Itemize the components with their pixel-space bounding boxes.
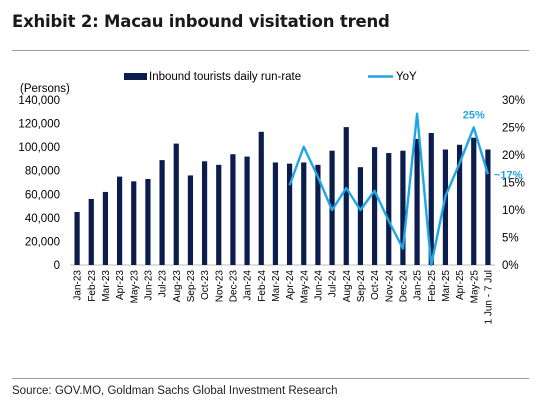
- x-tick-label: Nov-24: [384, 270, 395, 303]
- y-tick-left: 80,000: [25, 166, 60, 178]
- x-tick-label: Jan-23: [73, 270, 84, 301]
- y-tick-left: 40,000: [25, 213, 60, 225]
- bar-nov-23: [216, 164, 222, 265]
- bar-jul-23: [159, 160, 165, 265]
- bar-nov-24: [386, 153, 392, 265]
- x-tick-label: Dec-23: [228, 270, 239, 303]
- y-tick-right: 30%: [502, 95, 525, 107]
- bar-1-jun---7-jul: [485, 149, 491, 265]
- x-tick-label: Mar-25: [441, 270, 452, 302]
- x-tick-label: Apr-25: [455, 270, 466, 300]
- x-tick-label: Aug-24: [342, 270, 353, 303]
- bar-feb-25: [428, 133, 434, 265]
- source-note: Source: GOV.MO, Goldman Sachs Global Inv…: [12, 385, 338, 397]
- bar-aug-24: [343, 127, 349, 265]
- x-tick-label: May-25: [469, 270, 480, 304]
- x-tick-label: Apr-23: [115, 270, 126, 300]
- bar-jan-25: [414, 138, 420, 265]
- x-tick-label: Dec-24: [398, 270, 409, 303]
- x-tick-label: Aug-23: [172, 270, 183, 303]
- title-rule: [12, 50, 529, 51]
- exhibit-title: Exhibit 2: Macau inbound visitation tren…: [12, 12, 390, 31]
- y-tick-right: 5%: [502, 233, 519, 245]
- x-tick-label: Nov-23: [214, 270, 225, 303]
- y-axis-title-left: (Persons): [20, 83, 70, 95]
- x-tick-label: Sep-23: [186, 270, 197, 303]
- x-tick-label: Feb-25: [427, 270, 438, 302]
- bar-jun-24: [315, 164, 321, 265]
- bar-jan-24: [244, 156, 250, 265]
- x-tick-label: Jan-24: [243, 270, 254, 301]
- y-tick-right: 10%: [502, 205, 525, 217]
- x-tick-label: Jun-23: [143, 270, 154, 301]
- legend-bar-swatch: [124, 73, 147, 80]
- legend-bar-label: Inbound tourists daily run-rate: [149, 71, 301, 83]
- y-tick-right: 15%: [502, 178, 525, 190]
- y-tick-left: 140,000: [18, 95, 60, 107]
- x-tick-label: Oct-23: [200, 270, 211, 300]
- bar-feb-23: [88, 199, 94, 265]
- y-tick-right: 0%: [502, 260, 519, 272]
- y-tick-right: 20%: [502, 150, 525, 162]
- bar-jun-23: [145, 178, 151, 265]
- bar-feb-24: [258, 131, 264, 265]
- bar-oct-23: [201, 161, 208, 265]
- yoy-line: [288, 112, 490, 267]
- x-tick-label: Feb-24: [257, 270, 268, 302]
- bar-jan-23: [74, 211, 80, 265]
- chart: (Persons)140,000 120,000 100,000 80,000 60,0…: [18, 71, 525, 324]
- legend-line-label: YoY: [396, 71, 417, 83]
- bar-may-24: [301, 162, 307, 265]
- y-tick-left: 100,000: [18, 142, 60, 154]
- bar-may-25: [471, 137, 477, 265]
- x-tick-label: 1 Jun - 7 Jul: [483, 270, 494, 324]
- x-tick-label: Mar-23: [101, 270, 112, 302]
- annotation-peak: 25%: [463, 110, 485, 122]
- x-tick-label: Jun-24: [313, 270, 324, 301]
- x-tick-label: Feb-23: [87, 270, 98, 302]
- x-tick-label: Oct-24: [370, 270, 381, 300]
- bar-mar-24: [272, 162, 279, 265]
- x-tick-label: Jan-25: [413, 270, 424, 301]
- bar-apr-23: [116, 176, 123, 265]
- x-tick-label: Sep-24: [356, 270, 367, 303]
- bar-dec-23: [230, 154, 236, 265]
- annotation-latest: ~17%: [494, 169, 523, 181]
- y-tick-left: 20,000: [25, 236, 60, 248]
- y-tick-right: 25%: [502, 123, 525, 135]
- bar-sep-23: [187, 175, 194, 265]
- bar-aug-23: [173, 143, 179, 265]
- x-tick-label: May-24: [299, 270, 310, 304]
- y-tick-left: 60,000: [25, 189, 60, 201]
- bar-apr-25: [456, 144, 463, 265]
- y-tick-left: 120,000: [18, 119, 60, 131]
- bar-oct-24: [371, 147, 378, 265]
- x-tick-label: Mar-24: [271, 270, 282, 302]
- bar-dec-24: [400, 150, 406, 265]
- bar-mar-23: [102, 191, 109, 265]
- x-tick-label: Jul-24: [328, 270, 339, 298]
- bar-may-23: [131, 181, 137, 265]
- x-tick-label: Apr-24: [285, 270, 296, 300]
- x-tick-label: May-23: [129, 270, 140, 304]
- y-tick-left: 0: [54, 260, 60, 272]
- x-tick-label: Jul-23: [158, 270, 169, 298]
- bar-mar-25: [442, 149, 449, 265]
- source-rule: [12, 378, 529, 379]
- bar-apr-24: [286, 163, 293, 265]
- bar-sep-24: [357, 167, 364, 265]
